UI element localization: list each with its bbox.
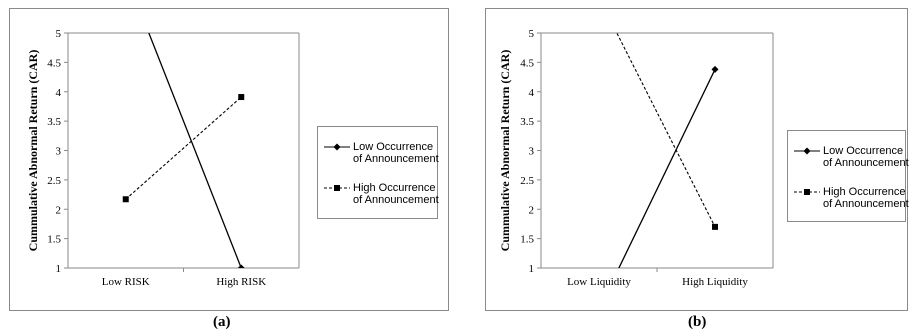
data-point-a-0-1 [237,264,245,268]
series-group-b [616,33,719,268]
legend-a: Low Occurrence of Announcement High Occurr… [317,126,439,219]
legend-entry-b-1: High Occurrence of Announcement [794,186,909,210]
line-chart-b: 1 1.5 2 2.5 3 3.5 4 4.5 5 Low Liquidity High Liqui… [498,28,774,288]
series-line-b-0 [618,69,716,268]
y-tick-label-a: 4.5 [47,57,61,69]
y-tick-label-a: 3 [56,146,62,158]
x-tick-label-a: Low RISK [102,276,150,288]
legend-b: Low Occurrence of Announcement High Occurr… [787,130,909,222]
y-tick-label-a: 4 [56,87,62,99]
y-tick-label-b: 2.5 [520,175,534,187]
legend-swatch-a-0 [324,143,350,151]
series-line-b-1 [616,33,716,228]
legend-entry-a-0: Low Occurrence of Announcement [324,141,439,165]
legend-swatch-a-1 [324,185,350,191]
data-point-a-1-0 [122,196,129,203]
data-point-b-0-1 [711,65,719,73]
legend-label-line: of Announcement [353,194,439,206]
data-point-a-1-1 [238,94,245,101]
y-tick-label-b: 4.5 [520,57,534,69]
panel-label-a: (a) [213,314,231,330]
y-tick-label-b: 4 [529,87,535,99]
legend-label-line: Low Occurrence [823,145,904,157]
legend-label-line: Low Occurrence [353,141,434,153]
legend-swatch-b-0 [794,147,820,155]
y-tick-label-b: 3 [529,146,535,158]
legend-label-line: of Announcement [823,198,909,210]
y-tick-label-a: 2 [56,204,62,216]
panel-label-b: (b) [688,314,707,330]
y-tick-label-a: 1.5 [47,234,61,246]
legend-label-b-0: Low Occurrence of Announcement [823,145,909,169]
legend-swatch-b-1 [794,189,820,195]
y-tick-label-b: 1 [529,263,535,275]
series-group-a [122,33,245,268]
legend-entry-b-0: Low Occurrence of Announcement [794,145,909,169]
y-tick-label-b: 1.5 [520,234,534,246]
chart-panel-b: 1 1.5 2 2.5 3 3.5 4 4.5 5 Low Liquidity High Liqui… [485,8,909,311]
y-axis-label-a: Cummulative Abnormal Return (CAR) [26,50,40,252]
line-chart-a: 1 1.5 2 2.5 3 3.5 4 4.5 5 Low RISK High RISK Cummul… [26,28,300,288]
x-tick-label-b: Low Liquidity [567,276,631,288]
y-tick-label-a: 2.5 [47,175,61,187]
y-tick-label-a: 3.5 [47,116,61,128]
series-line-a-1 [125,96,242,200]
legend-label-line: High Occurrence [823,186,906,198]
y-axis-label-b: Cummulative Abnormal Return (CAR) [498,50,512,252]
legend-label-line: High Occurrence [353,182,436,194]
y-tick-label-a: 5 [56,28,62,40]
y-tick-label-a: 1 [56,263,62,275]
legend-label-b-1: High Occurrence of Announcement [823,186,909,210]
y-tick-label-b: 3.5 [520,116,534,128]
legend-label-a-0: Low Occurrence of Announcement [353,141,439,165]
series-line-a-0 [148,33,242,268]
x-tick-label-a: High RISK [216,276,266,288]
legend-label-a-1: High Occurrence of Announcement [353,182,439,206]
legend-label-line: of Announcement [823,157,909,169]
chart-panel-a: 1 1.5 2 2.5 3 3.5 4 4.5 5 Low RISK High RISK Cummul… [9,8,449,311]
y-tick-label-b: 5 [529,28,535,40]
y-tick-label-b: 2 [529,204,535,216]
data-point-b-1-1 [712,223,718,230]
legend-entry-a-1: High Occurrence of Announcement [324,182,439,206]
legend-label-line: of Announcement [353,153,439,165]
x-tick-label-b: High Liquidity [682,276,748,288]
